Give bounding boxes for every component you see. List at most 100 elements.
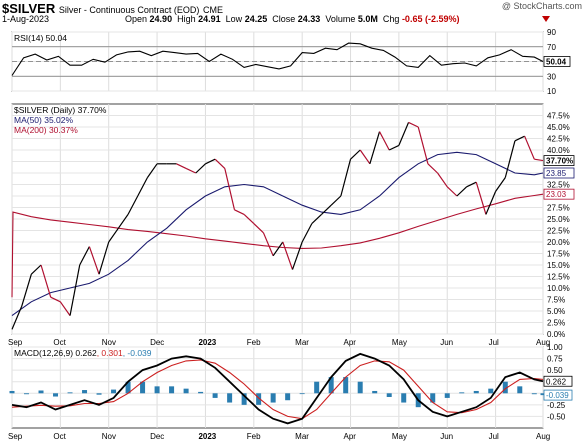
silver-price-segment xyxy=(224,168,236,210)
price-month-label: May xyxy=(392,338,407,347)
silver-price-segment xyxy=(427,163,438,174)
silver-price-segment xyxy=(272,241,284,257)
exchange: CME xyxy=(203,5,224,15)
macd-histogram-bar xyxy=(459,392,465,394)
ma200-value-box xyxy=(543,188,575,200)
macd-month-label: Sep xyxy=(8,432,23,441)
macd-histogram-bar xyxy=(488,388,494,394)
silver-price-segment xyxy=(495,177,506,192)
silver-price-segment xyxy=(437,172,448,188)
silver-price-segment xyxy=(514,135,525,142)
macd-histogram-bar xyxy=(183,388,189,394)
price-month-label: Mar xyxy=(295,338,309,347)
silver-price-segment xyxy=(117,214,129,229)
macd-histogram-bar xyxy=(154,386,160,394)
silver-price-segment xyxy=(243,213,255,225)
silver-price-segment xyxy=(69,264,81,316)
macd-month-label: Aug xyxy=(536,432,550,441)
silver-value-box xyxy=(543,155,575,166)
silver-price-segment xyxy=(475,182,487,215)
price-tick-label: 7.5% xyxy=(547,296,565,305)
silver-price-segment xyxy=(59,301,71,316)
silver-price-segment xyxy=(330,195,342,206)
silver-price-segment xyxy=(108,227,119,243)
silver-price-segment xyxy=(398,122,410,146)
price-tick-label: 15.0% xyxy=(547,261,570,270)
macd-tick-label: 0.50 xyxy=(547,366,563,375)
price-legend-silver: $SILVER (Daily) 37.70% xyxy=(14,105,107,115)
macd-histogram-bar xyxy=(125,381,131,394)
high-value: 24.91 xyxy=(198,14,221,24)
ma50-value-label: 23.85 xyxy=(546,169,567,178)
macd-value-box xyxy=(543,375,573,387)
price-tick-label: 12.5% xyxy=(547,273,570,282)
macd-histogram-bar xyxy=(38,390,44,394)
volume-value: 5.0M xyxy=(357,14,378,24)
silver-price-segment xyxy=(127,195,139,215)
macd-month-label: Dec xyxy=(150,432,164,441)
macd-histogram-bar xyxy=(473,390,479,394)
silver-price-segment xyxy=(369,131,381,164)
macd-line xyxy=(11,352,544,425)
macd-tick-label: 0.75 xyxy=(547,355,563,364)
silver-price-segment xyxy=(359,149,371,165)
rsi-tick-label: 70 xyxy=(547,43,556,52)
open-value: 24.90 xyxy=(149,14,173,24)
watermark: @ StockCharts.com xyxy=(501,1,582,11)
change-value: -0.65 (-2.59%) xyxy=(401,14,460,24)
silver-price-segment xyxy=(379,131,390,151)
silver-price-segment xyxy=(321,204,332,215)
macd-month-label: Apr xyxy=(344,432,357,441)
macd-value-label: 0.262 xyxy=(546,377,567,386)
silver-price-segment xyxy=(88,246,100,275)
macd-histogram-bar xyxy=(285,393,291,401)
macd-histogram-bar xyxy=(430,393,436,403)
ohlc-values: Open 24.90 High 24.91 Low 24.25 Close 24… xyxy=(125,14,460,24)
price-tick-label: 45.0% xyxy=(547,123,570,132)
macd-histogram-bar xyxy=(314,381,320,394)
silver-price-segment xyxy=(466,181,477,188)
macd-month-label: Oct xyxy=(53,432,66,441)
price-tick-label: 40.0% xyxy=(547,146,570,155)
macd-histogram-bar xyxy=(540,393,546,396)
macd-month-label: Jul xyxy=(489,432,499,441)
macd-histogram-bar xyxy=(169,386,175,394)
chart-date: 1-Aug-2023 xyxy=(2,14,50,24)
silver-price-segment xyxy=(50,296,61,303)
silver-price-segment xyxy=(234,209,245,215)
ma200-line xyxy=(11,193,544,298)
ma200-value-label: 23.03 xyxy=(546,190,567,199)
macd-histogram-bar xyxy=(212,393,218,398)
macd-month-label: May xyxy=(392,432,407,441)
chart-header: $SILVER Silver - Continuous Contract (EO… xyxy=(0,0,586,30)
description: Silver - Continuous Contract (EOD) xyxy=(58,5,200,15)
macd-histogram-bar xyxy=(357,381,363,394)
price-month-label: 2023 xyxy=(198,338,216,347)
price-month-label: Feb xyxy=(247,338,261,347)
price-tick-label: 5.0% xyxy=(547,307,565,316)
silver-price-segment xyxy=(262,232,274,257)
macd-histogram-bar xyxy=(82,390,88,394)
silver-price-segment xyxy=(282,241,294,270)
macd-histogram-bar xyxy=(372,390,378,394)
silver-price-segment xyxy=(388,144,400,151)
silver-price-segment xyxy=(417,126,429,164)
ma50-line xyxy=(11,151,544,317)
macd-histogram-bar xyxy=(53,393,59,397)
silver-price-segment xyxy=(350,149,361,160)
price-month-label: Dec xyxy=(150,338,164,347)
macd-histogram-bar xyxy=(299,393,305,395)
silver-price-segment xyxy=(176,163,187,169)
price-tick-label: 47.5% xyxy=(547,112,570,121)
silver-price-segment xyxy=(504,140,516,178)
silver-value-label: 37.70% xyxy=(546,157,573,166)
price-legend-ma50: MA(50) 35.02% xyxy=(14,115,73,125)
price-tick-label: 17.5% xyxy=(547,250,570,259)
silver-price-segment xyxy=(98,241,110,275)
rsi-value-box xyxy=(543,56,571,67)
silver-price-segment xyxy=(214,158,226,169)
macd-histogram-bar xyxy=(328,377,334,394)
price-month-label: Sep xyxy=(8,338,23,347)
silver-price-segment xyxy=(11,306,23,330)
macd-month-label: Feb xyxy=(247,432,261,441)
